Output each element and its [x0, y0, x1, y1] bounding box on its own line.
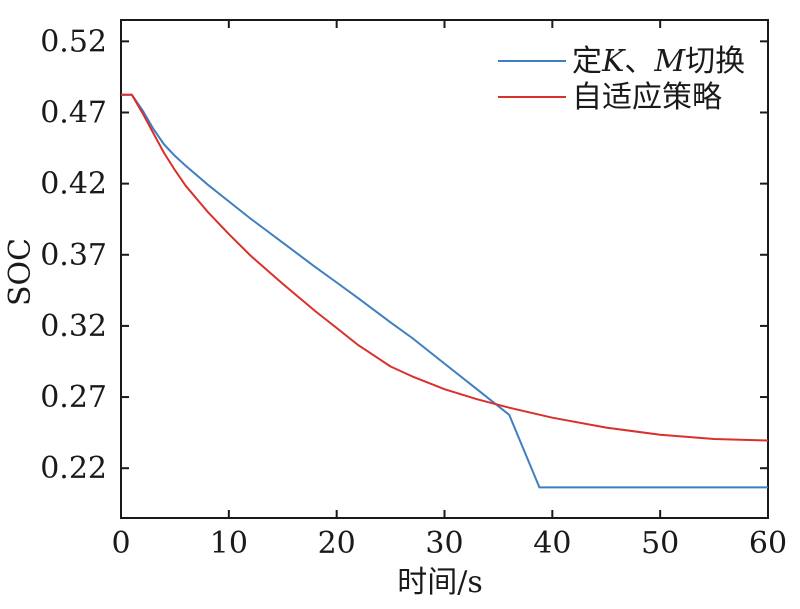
y-tick-label: 0.27 [40, 380, 107, 415]
y-tick-label: 0.37 [40, 238, 107, 273]
series-line-1 [121, 93, 768, 489]
y-tick-label: 0.32 [40, 309, 107, 344]
x-axis-label: 时间/s [397, 565, 483, 600]
x-tick-label: 20 [318, 526, 356, 561]
y-axis-label: SOC [3, 238, 38, 306]
legend-label-part: 、 [624, 44, 654, 79]
x-tick-label: 30 [425, 526, 463, 561]
y-tick-label: 0.42 [40, 167, 107, 202]
x-tick-label: 10 [210, 526, 248, 561]
legend-label-part: 切换 [685, 44, 745, 79]
legend-label-part: 定 [572, 44, 602, 79]
x-tick-label: 0 [111, 526, 130, 561]
legend-label-part-m: M [653, 44, 686, 79]
y-tick-label: 0.47 [40, 95, 107, 130]
legend: 定K、M切换 自适应策略 [498, 44, 745, 115]
series-line-2 [121, 93, 769, 442]
x-tick-label: 50 [641, 526, 679, 561]
legend-label-part-k: K [601, 44, 626, 79]
legend-label-series-2: 自适应策略 [572, 80, 722, 115]
legend-label-series-1: 定K、M切换 [572, 44, 745, 79]
y-tick-label: 0.22 [40, 451, 107, 486]
y-tick-label: 0.52 [40, 24, 107, 59]
series-layer [121, 93, 769, 489]
y-axis-ticks: 0.22 0.27 0.32 0.37 0.42 0.47 0.52 [40, 24, 768, 486]
x-axis-ticks: 0 10 20 30 40 50 60 [111, 20, 787, 561]
x-tick-label: 60 [749, 526, 787, 561]
x-tick-label: 40 [533, 526, 571, 561]
